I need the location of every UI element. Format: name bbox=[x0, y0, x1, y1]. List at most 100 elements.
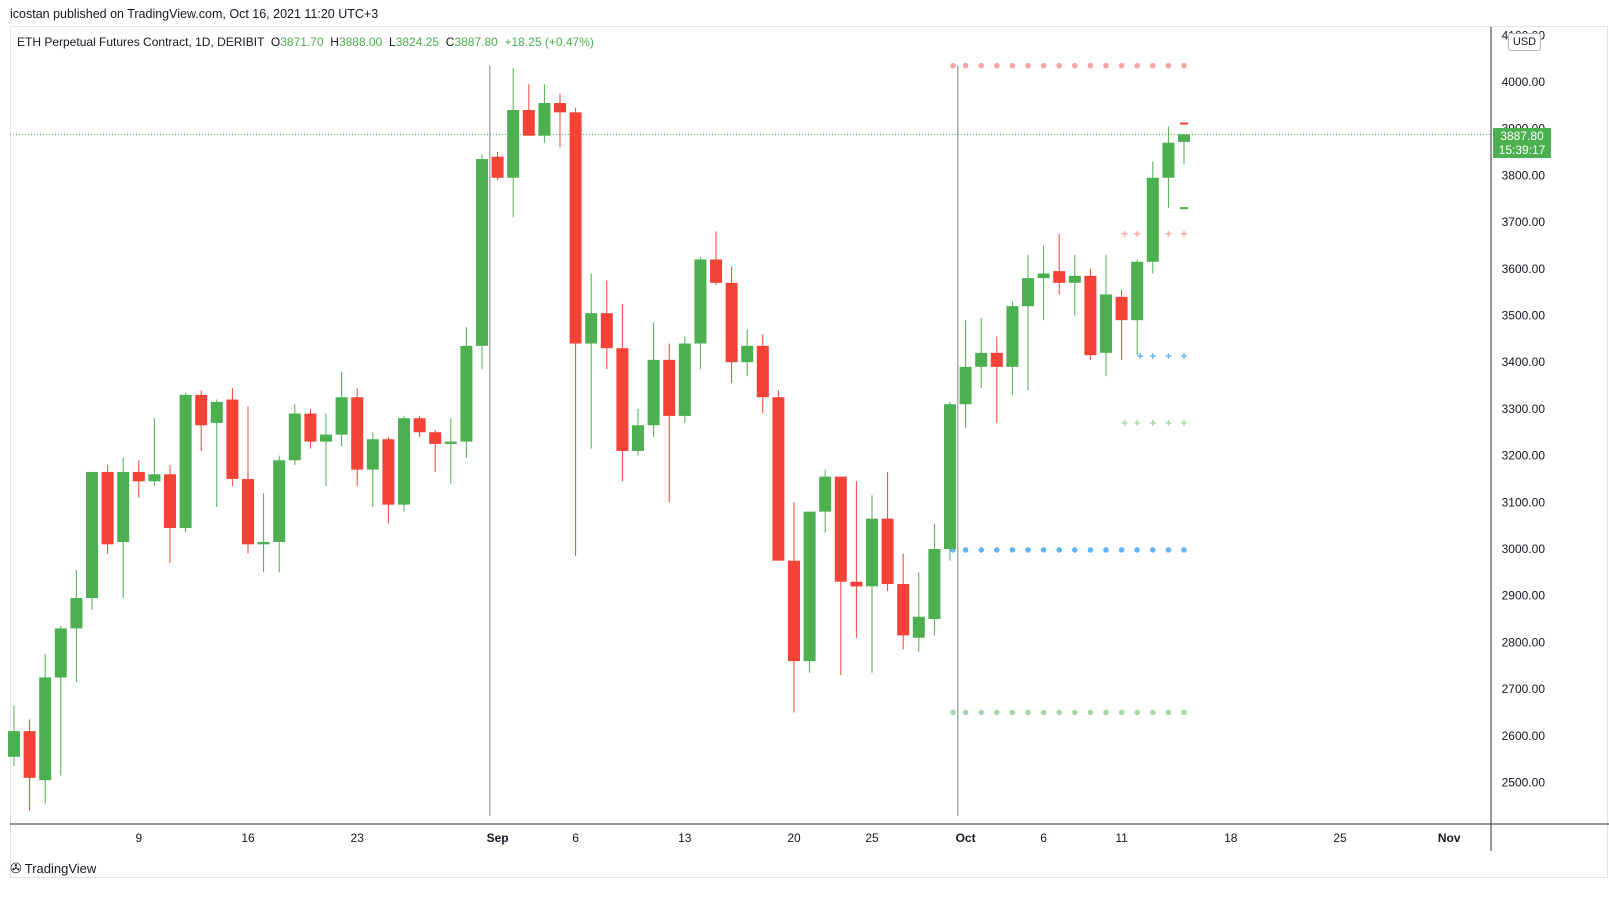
candle[interactable] bbox=[1162, 126, 1175, 209]
candle[interactable] bbox=[616, 303, 629, 482]
last-price-value: 3887.80 bbox=[1500, 129, 1544, 143]
candle[interactable] bbox=[710, 231, 722, 286]
candle[interactable] bbox=[850, 481, 863, 638]
candle[interactable] bbox=[164, 464, 176, 564]
candle[interactable] bbox=[866, 495, 878, 673]
candle[interactable] bbox=[8, 705, 20, 767]
candle[interactable] bbox=[288, 404, 301, 465]
candle[interactable] bbox=[320, 413, 332, 486]
currency-button[interactable]: USD bbox=[1508, 33, 1541, 51]
price-tick-label: 3300.00 bbox=[1502, 402, 1546, 416]
level-dot bbox=[962, 62, 969, 69]
candle-body bbox=[647, 359, 660, 426]
candle[interactable] bbox=[351, 387, 364, 486]
candle[interactable] bbox=[990, 336, 1003, 423]
candle[interactable] bbox=[1006, 301, 1019, 395]
candle[interactable] bbox=[413, 415, 426, 437]
candle[interactable] bbox=[959, 320, 972, 428]
candle-body bbox=[148, 474, 161, 482]
time-tick-label: 25 bbox=[1333, 831, 1347, 845]
candle-body bbox=[850, 581, 863, 587]
candle-body bbox=[1068, 275, 1081, 283]
candle[interactable] bbox=[382, 436, 395, 524]
candle[interactable] bbox=[554, 93, 566, 148]
candle[interactable] bbox=[335, 371, 348, 447]
candle[interactable] bbox=[632, 408, 644, 456]
candle[interactable] bbox=[663, 343, 676, 503]
candle[interactable] bbox=[101, 464, 114, 554]
candle[interactable] bbox=[600, 280, 613, 370]
candle[interactable] bbox=[210, 399, 223, 507]
candle[interactable] bbox=[195, 390, 208, 451]
candle[interactable] bbox=[756, 334, 769, 414]
candle[interactable] bbox=[429, 429, 442, 472]
candle[interactable] bbox=[23, 719, 36, 811]
level-cross bbox=[1181, 419, 1187, 426]
candle[interactable] bbox=[273, 455, 286, 573]
candles-group[interactable] bbox=[8, 67, 1190, 811]
candle-body bbox=[1022, 278, 1034, 307]
candle[interactable] bbox=[491, 152, 504, 181]
candle[interactable] bbox=[1053, 233, 1066, 295]
candle[interactable] bbox=[1084, 268, 1097, 360]
candle[interactable] bbox=[398, 415, 410, 512]
candle[interactable] bbox=[460, 327, 473, 458]
candle[interactable] bbox=[912, 572, 925, 652]
candle[interactable] bbox=[179, 392, 192, 533]
candle[interactable] bbox=[772, 390, 785, 561]
candle[interactable] bbox=[1068, 254, 1081, 316]
candle[interactable] bbox=[522, 84, 535, 136]
candle-body bbox=[242, 478, 254, 545]
price-tick-label: 3700.00 bbox=[1502, 215, 1546, 229]
candle[interactable] bbox=[226, 387, 239, 486]
candle[interactable] bbox=[1022, 254, 1034, 391]
candle[interactable] bbox=[678, 336, 691, 423]
candle[interactable] bbox=[132, 460, 145, 498]
candle[interactable] bbox=[1037, 245, 1050, 321]
candle[interactable] bbox=[257, 492, 270, 573]
tradingview-logo[interactable]: ✇ TradingView bbox=[10, 860, 96, 877]
candle[interactable] bbox=[1115, 289, 1128, 360]
candle[interactable] bbox=[476, 154, 488, 370]
candle[interactable] bbox=[928, 523, 941, 636]
candle[interactable] bbox=[148, 418, 161, 486]
candle-body bbox=[866, 518, 878, 587]
candle[interactable] bbox=[39, 654, 52, 804]
candle[interactable] bbox=[1100, 254, 1112, 377]
candle[interactable] bbox=[507, 67, 520, 218]
candle[interactable] bbox=[569, 107, 582, 557]
candle[interactable] bbox=[70, 570, 83, 683]
candle[interactable] bbox=[538, 84, 551, 143]
candle[interactable] bbox=[1146, 161, 1159, 274]
candle[interactable] bbox=[741, 329, 754, 377]
candle[interactable] bbox=[117, 457, 130, 599]
candle[interactable] bbox=[54, 626, 67, 776]
candle[interactable] bbox=[585, 273, 598, 449]
candle-body bbox=[39, 677, 52, 781]
candle[interactable] bbox=[366, 432, 379, 507]
candle[interactable] bbox=[694, 257, 707, 370]
candle[interactable] bbox=[881, 471, 894, 592]
level-dot bbox=[994, 547, 1000, 553]
candle[interactable] bbox=[944, 401, 956, 561]
price-tick-label: 2800.00 bbox=[1502, 635, 1546, 649]
candle[interactable] bbox=[834, 476, 847, 676]
candle[interactable] bbox=[242, 406, 254, 554]
candle[interactable] bbox=[647, 322, 660, 437]
candle[interactable] bbox=[444, 418, 457, 484]
candle[interactable] bbox=[1131, 259, 1144, 356]
lower-dotted-level bbox=[950, 709, 1187, 716]
candle[interactable] bbox=[304, 408, 317, 449]
candle[interactable] bbox=[975, 317, 988, 388]
candle[interactable] bbox=[725, 266, 738, 384]
candle-body bbox=[834, 476, 847, 582]
candle[interactable] bbox=[897, 553, 910, 650]
level-cross bbox=[1149, 419, 1156, 426]
candle[interactable] bbox=[803, 511, 816, 673]
candle[interactable] bbox=[819, 469, 832, 533]
level-cross bbox=[1134, 419, 1141, 426]
candle[interactable] bbox=[86, 471, 98, 610]
candle[interactable] bbox=[1178, 134, 1190, 165]
candle[interactable] bbox=[788, 502, 800, 713]
